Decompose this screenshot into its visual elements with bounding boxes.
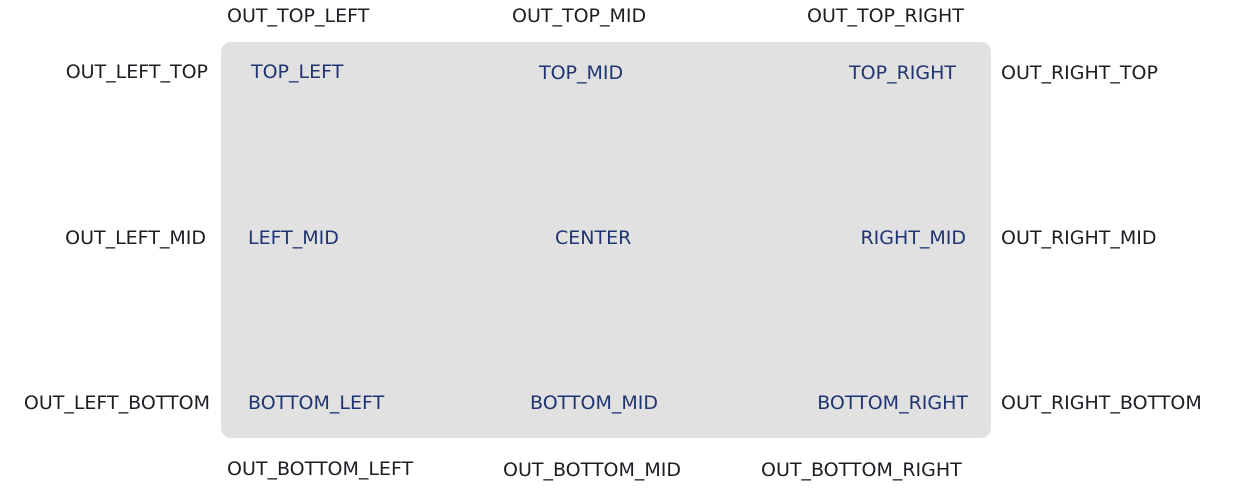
top-left-label: TOP_LEFT bbox=[251, 61, 344, 83]
out-left-top-label: OUT_LEFT_TOP bbox=[65, 61, 208, 83]
out-right-top-label: OUT_RIGHT_TOP bbox=[1001, 62, 1158, 84]
out-bottom-left-label: OUT_BOTTOM_LEFT bbox=[227, 458, 414, 480]
bottom-mid-label: BOTTOM_MID bbox=[530, 392, 659, 414]
left-mid-label: LEFT_MID bbox=[248, 227, 339, 249]
bottom-right-label: BOTTOM_RIGHT bbox=[817, 392, 968, 414]
out-bottom-mid-label: OUT_BOTTOM_MID bbox=[503, 459, 681, 481]
out-left-bottom-label: OUT_LEFT_BOTTOM bbox=[23, 392, 210, 414]
top-mid-label: TOP_MID bbox=[539, 62, 624, 84]
out-right-mid-label: OUT_RIGHT_MID bbox=[1001, 227, 1157, 249]
out-right-bottom-label: OUT_RIGHT_BOTTOM bbox=[1001, 392, 1202, 414]
center-label: CENTER bbox=[555, 227, 632, 249]
right-mid-label: RIGHT_MID bbox=[860, 227, 966, 249]
bottom-left-label: BOTTOM_LEFT bbox=[248, 392, 385, 414]
out-top-mid-label: OUT_TOP_MID bbox=[512, 5, 647, 27]
center-panel bbox=[221, 42, 991, 438]
out-top-right-label: OUT_TOP_RIGHT bbox=[807, 5, 964, 27]
top-right-label: TOP_RIGHT bbox=[849, 62, 956, 84]
out-top-left-label: OUT_TOP_LEFT bbox=[227, 5, 370, 27]
out-left-mid-label: OUT_LEFT_MID bbox=[65, 227, 206, 249]
out-bottom-right-label: OUT_BOTTOM_RIGHT bbox=[761, 459, 962, 481]
